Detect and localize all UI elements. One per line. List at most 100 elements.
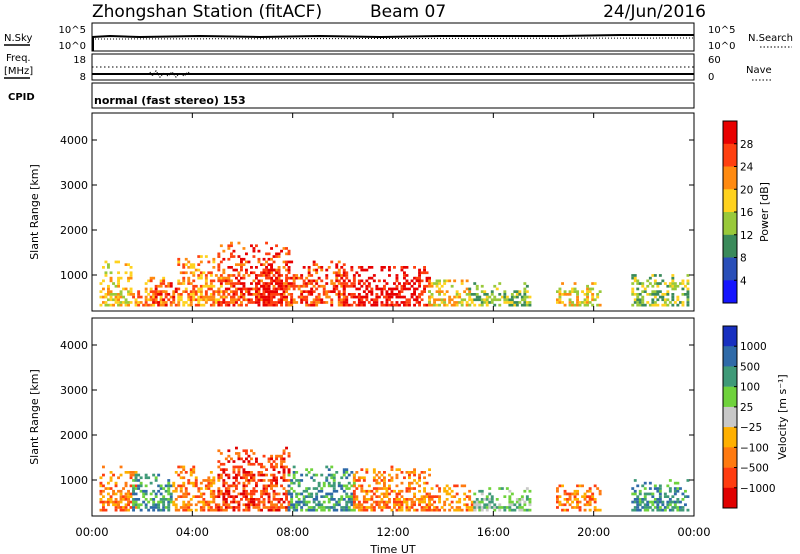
heatmap-cell xyxy=(418,473,421,477)
heatmap-cell xyxy=(684,293,687,296)
heatmap-cell xyxy=(375,487,379,490)
heatmap-cell xyxy=(104,301,108,304)
heatmap-cell xyxy=(177,282,181,285)
heatmap-cell xyxy=(365,284,369,288)
heatmap-cell xyxy=(330,303,334,307)
heatmap-cell xyxy=(483,293,487,296)
heatmap-cell xyxy=(157,508,161,512)
heatmap-cell xyxy=(656,487,660,490)
heatmap-cell xyxy=(262,500,266,504)
heatmap-cell xyxy=(581,484,584,488)
heatmap-cell xyxy=(152,276,156,280)
heatmap-cell xyxy=(327,468,331,471)
heatmap-cell xyxy=(596,303,600,307)
heatmap-cell xyxy=(327,295,331,299)
heatmap-cell xyxy=(250,287,253,291)
heatmap-cell xyxy=(556,301,559,304)
heatmap-cell xyxy=(355,287,359,291)
heatmap-cell xyxy=(365,268,369,272)
heatmap-cell xyxy=(124,471,128,474)
heatmap-cell xyxy=(292,301,296,304)
heatmap-cell xyxy=(478,500,482,504)
heatmap-cell xyxy=(194,476,198,480)
heatmap-cell xyxy=(270,301,273,304)
heatmap-cell xyxy=(217,449,221,453)
heatmap-cell xyxy=(224,301,228,304)
heatmap-cell xyxy=(478,506,482,509)
heatmap-cell xyxy=(197,290,201,293)
heatmap-cell xyxy=(227,495,231,498)
heatmap-cell xyxy=(380,293,384,296)
heatmap-cell xyxy=(154,492,158,496)
heatmap-cell xyxy=(566,508,569,512)
heatmap-cell xyxy=(232,481,236,485)
heatmap-cell xyxy=(561,301,564,304)
heatmap-cell xyxy=(556,500,559,504)
heatmap-cell xyxy=(315,271,319,275)
heatmap-cell xyxy=(468,498,472,501)
heatmap-cell xyxy=(410,295,414,299)
heatmap-cell xyxy=(275,276,278,280)
heatmap-cell xyxy=(345,301,349,304)
heatmap-cell xyxy=(219,276,223,280)
heatmap-cell xyxy=(418,282,421,285)
heatmap-cell xyxy=(199,481,203,485)
heatmap-cell xyxy=(671,495,675,498)
heatmap-cell xyxy=(360,487,364,490)
heatmap-cell xyxy=(388,506,391,509)
heatmap-cell xyxy=(245,508,248,512)
heatmap-cell xyxy=(134,498,138,501)
heatmap-cell xyxy=(207,271,211,275)
heatmap-cell xyxy=(217,487,221,490)
heatmap-cell xyxy=(518,508,522,512)
heatmap-cell xyxy=(593,484,597,488)
heatmap-cell xyxy=(300,293,304,296)
heatmap-cell xyxy=(285,268,288,272)
heatmap-cell xyxy=(270,290,273,293)
heatmap-cell xyxy=(132,500,135,504)
heatmap-cell xyxy=(377,476,381,480)
heatmap-cell xyxy=(292,503,296,507)
heatmap-cell xyxy=(292,284,296,288)
heatmap-cell xyxy=(673,481,677,485)
heatmap-cell xyxy=(99,282,103,285)
heatmap-cell xyxy=(588,508,592,512)
heatmap-cell xyxy=(653,484,657,488)
heatmap-cell xyxy=(398,293,401,296)
heatmap-cell xyxy=(646,500,650,504)
heatmap-cell xyxy=(227,282,231,285)
heatmap-cell xyxy=(237,473,241,477)
heatmap-cell xyxy=(222,495,226,498)
heatmap-cell xyxy=(207,508,211,512)
heatmap-cell xyxy=(463,298,467,302)
heatmap-cell xyxy=(282,500,286,504)
heatmap-cell xyxy=(292,282,296,285)
heatmap-cell xyxy=(265,284,268,288)
heatmap-cell xyxy=(445,498,449,501)
heatmap-cell xyxy=(257,249,261,253)
heatmap-cell xyxy=(440,506,444,509)
heatmap-cell xyxy=(184,471,188,474)
heatmap-cell xyxy=(686,303,690,307)
heatmap-cell xyxy=(561,484,564,488)
heatmap-cell xyxy=(405,487,409,490)
heatmap-cell xyxy=(230,241,233,245)
heatmap-cell xyxy=(172,290,176,293)
heatmap-cell xyxy=(162,279,166,283)
heatmap-cell xyxy=(653,303,657,307)
heatmap-cell xyxy=(320,298,324,302)
heatmap-cell xyxy=(222,462,226,466)
heatmap-cell xyxy=(182,492,186,496)
heatmap-cell xyxy=(235,301,238,304)
heatmap-cell xyxy=(435,303,439,307)
heatmap-cell xyxy=(433,298,436,302)
heatmap-cell xyxy=(99,295,103,299)
heatmap-cell xyxy=(257,301,261,304)
heatmap-cell xyxy=(388,484,391,488)
heatmap-cell xyxy=(184,263,188,266)
heatmap-cell xyxy=(370,508,374,512)
heatmap-cell xyxy=(189,282,193,285)
heatmap-cell xyxy=(245,268,248,272)
heatmap-cell xyxy=(187,481,191,485)
heatmap-cell xyxy=(686,287,690,291)
